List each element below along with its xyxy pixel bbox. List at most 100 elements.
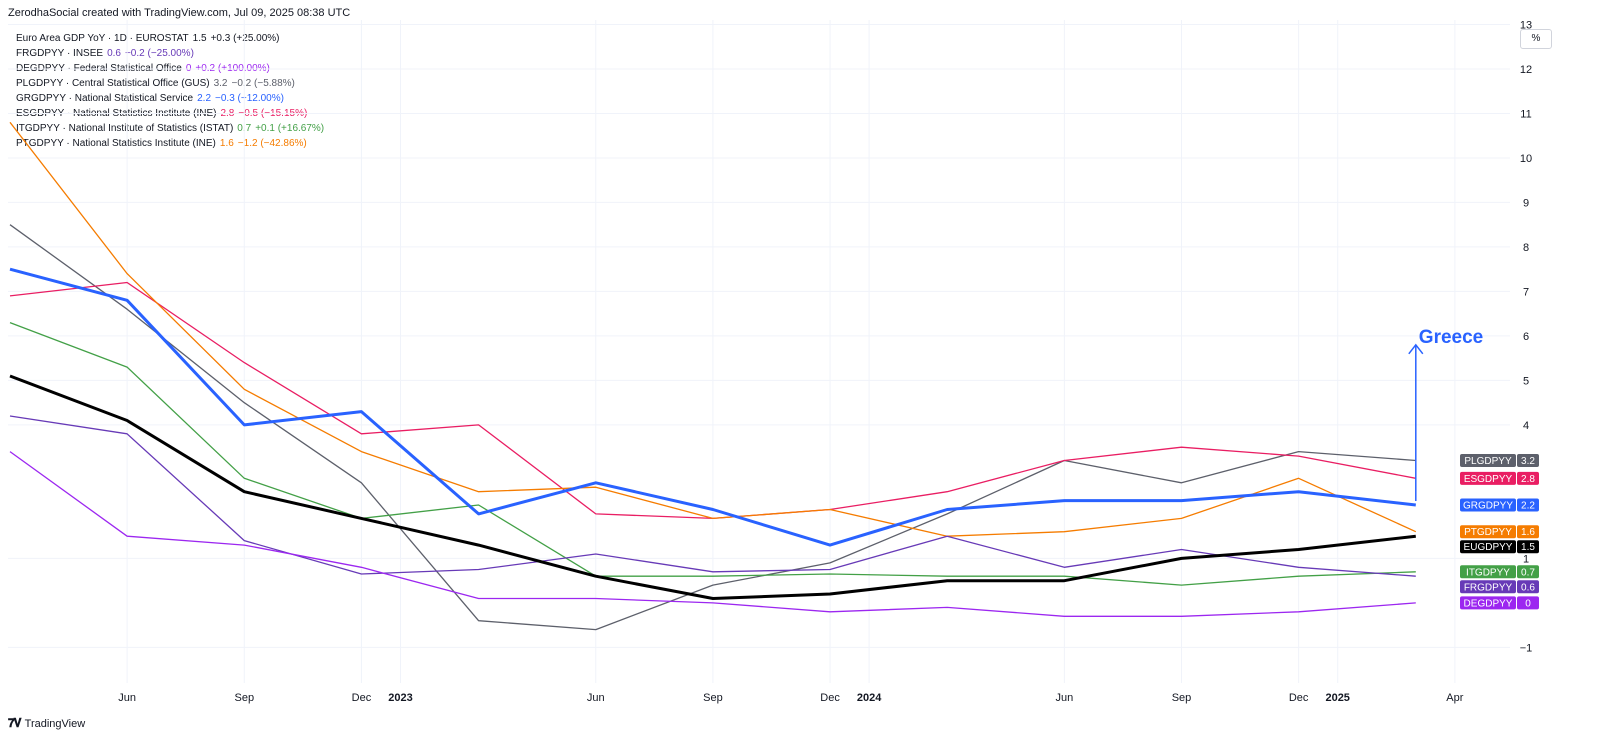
chart-credit: ZerodhaSocial created with TradingView.c… <box>8 7 351 19</box>
price-tag-ptgdpyy: PTGDPYY 1.6 <box>1460 525 1539 539</box>
price-tag-label-bg <box>1460 498 1516 512</box>
brand-label: TradingView <box>24 717 86 730</box>
series-line-itgdpyy[interactable] <box>9 321 1416 586</box>
x-tick-label: 2023 <box>388 692 412 704</box>
price-tag-label-bg <box>1460 525 1516 539</box>
legend-series-change: −0.2 (−25.00%) <box>124 48 194 59</box>
price-tag-grgdpyy: GRGDPYY 2.2 <box>1460 498 1539 512</box>
price-tag-esgdpyy: ESGDPYY 2.8 <box>1460 471 1539 485</box>
price-tag-value-bg <box>1517 471 1539 485</box>
price-tag-frgdpyy: FRGDPYY 0.6 <box>1460 580 1539 594</box>
legend-row[interactable]: FRGDPYY · INSEE 0.6 −0.2 (−25.00%) <box>16 46 324 61</box>
price-tag-value: 0.6 <box>1521 582 1535 593</box>
price-tag-value: 3.2 <box>1521 456 1535 467</box>
y-tick-label: −1 <box>1520 642 1533 654</box>
series-lines <box>9 121 1417 631</box>
price-tag-value: 0.7 <box>1521 567 1535 578</box>
y-tick-label: 9 <box>1523 197 1529 209</box>
price-tag-value-bg <box>1517 565 1539 579</box>
y-tick-label: 12 <box>1520 64 1532 76</box>
annotation-label: Greece <box>1419 327 1483 348</box>
series-line-ptgdpyy[interactable] <box>9 121 1417 537</box>
y-tick-label: 4 <box>1523 420 1529 432</box>
price-tag-label: GRGDPYY <box>1463 501 1513 512</box>
legend-series-value: 0.6 <box>107 48 121 59</box>
footer: 𝟕𝐕 TradingView <box>8 716 85 731</box>
tradingview-logo-icon: 𝟕𝐕 <box>8 716 22 730</box>
price-tag-value-bg <box>1517 454 1539 468</box>
grid <box>8 20 1510 683</box>
price-tag-label-bg <box>1460 471 1516 485</box>
x-tick-label: Sep <box>235 692 255 704</box>
x-axis: Jun Sep Dec 2023 Jun Sep Dec 2024 Jun Sep Dec 2025 A… <box>118 692 1463 704</box>
legend-row[interactable]: Euro Area GDP YoY · 1D · EUROSTAT 1.5 +0.3… <box>16 31 324 46</box>
price-tag-eugdpyy: EUGDPYY 1.5 <box>1460 540 1539 554</box>
price-tag-value-bg <box>1517 498 1539 512</box>
price-tag-value-bg <box>1517 596 1539 610</box>
price-tag-label: PLGDPYY <box>1464 456 1512 467</box>
y-tick-label: 10 <box>1520 153 1532 165</box>
price-tag-label: PTGDPYY <box>1464 527 1512 538</box>
legend-series-value: 2.2 <box>197 93 212 104</box>
price-tag-label-bg <box>1460 580 1516 594</box>
price-tag-degdpyy: DEGDPYY 0 <box>1460 596 1539 610</box>
x-tick-label: Jun <box>118 692 136 704</box>
price-tag-value: 1.5 <box>1521 542 1535 553</box>
legend-row[interactable]: PTGDPYY · National Statistics Institute … <box>16 136 324 151</box>
legend-series-change: −0.2 (−5.88%) <box>231 78 295 89</box>
price-tag-value-bg <box>1517 525 1539 539</box>
legend-series-value: 3.2 <box>213 78 228 89</box>
price-tag-label: EUGDPYY <box>1464 542 1513 553</box>
price-tag-label: FRGDPYY <box>1464 582 1513 593</box>
price-tag-label-bg <box>1460 596 1516 610</box>
legend-series-change: +0.1 (+16.67%) <box>255 123 325 134</box>
annotation: Greece <box>1408 327 1483 502</box>
legend-series-change: −0.3 (−12.00%) <box>215 93 284 104</box>
series-line-plgdpyy[interactable] <box>9 224 1416 631</box>
legend-series-name: PLGDPYY · Central Statistical Office (GU… <box>16 78 210 89</box>
y-tick-label: 8 <box>1523 242 1529 254</box>
x-tick-label: 2025 <box>1325 692 1349 704</box>
price-tag-label: ESGDPYY <box>1464 474 1513 485</box>
legend-series-name: FRGDPYY · INSEE <box>16 48 104 59</box>
legend-series-name: ITGDPYY · National Institute of Statisti… <box>16 123 234 134</box>
price-tag-label: ITGDPYY <box>1466 567 1510 578</box>
price-tag-label-bg <box>1460 454 1516 468</box>
legend-series-name: Euro Area GDP YoY · 1D · EUROSTAT <box>16 33 189 44</box>
price-tag-value: 0 <box>1525 598 1531 609</box>
y-tick-label: 11 <box>1520 108 1531 120</box>
x-tick-label: Dec <box>820 692 840 704</box>
legend-series-change: +0.3 (+25.00%) <box>210 33 280 44</box>
y-axis: −1 1 4 5 6 7 8 9 10 11 12 13 <box>1520 19 1533 654</box>
legend-series-value: 1.5 <box>192 33 207 44</box>
x-tick-label: Sep <box>703 692 723 704</box>
x-tick-label: Jun <box>1055 692 1073 704</box>
price-tag-label: DEGDPYY <box>1464 598 1513 609</box>
y-tick-label: 5 <box>1523 375 1529 387</box>
legend-row[interactable]: GRGDPYY · National Statistical Service 2.… <box>16 91 324 106</box>
y-tick-label: 6 <box>1523 331 1529 343</box>
price-tag-value: 2.2 <box>1521 501 1535 512</box>
x-tick-label: Jun <box>587 692 605 704</box>
x-tick-label: Dec <box>1289 692 1309 704</box>
x-tick-label: 2024 <box>857 692 882 704</box>
series-line-grgdpyy[interactable] <box>9 267 1416 547</box>
series-line-frgdpyy[interactable] <box>9 415 1416 577</box>
unit-selector[interactable]: % <box>1520 29 1552 49</box>
price-tag-label-bg <box>1460 540 1516 554</box>
legend-row[interactable]: PLGDPYY · Central Statistical Office (GU… <box>16 76 324 91</box>
price-tag-label-bg <box>1460 565 1516 579</box>
legend-series-value: 1.6 <box>219 138 234 149</box>
legend-series-change: −1.2 (−42.86%) <box>237 138 307 149</box>
series-line-eugdpyy[interactable] <box>9 374 1416 600</box>
price-tags: PLGDPYY 3.2 ESGDPYY 2.8 GRGDPYY 2.2 PTGDPYY 1.6… <box>1460 454 1539 610</box>
price-tag-value: 2.8 <box>1521 474 1535 485</box>
x-tick-label: Sep <box>1172 692 1192 704</box>
y-tick-label: 7 <box>1523 286 1529 298</box>
y-tick-label: 1 <box>1523 553 1529 565</box>
price-tag-value-bg <box>1517 540 1539 554</box>
x-tick-label: Apr <box>1446 692 1463 704</box>
series-line-degdpyy[interactable] <box>9 451 1416 617</box>
price-tag-value-bg <box>1517 580 1539 594</box>
